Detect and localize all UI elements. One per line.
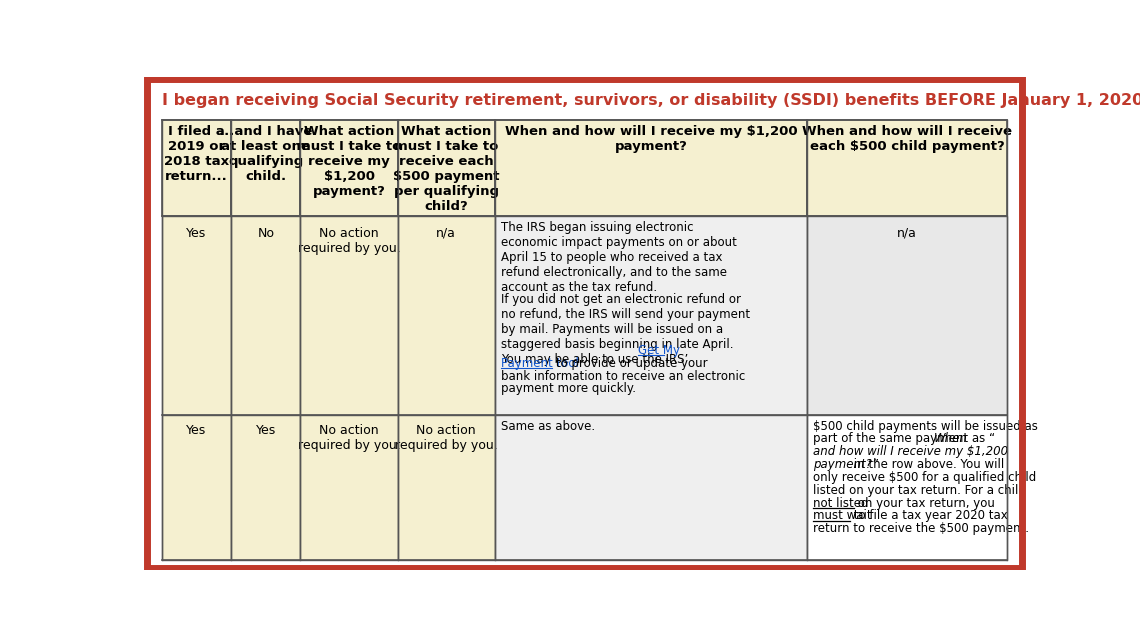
- Text: payment?”: payment?”: [813, 458, 878, 471]
- Bar: [398, 121, 495, 216]
- Text: Yes: Yes: [255, 424, 276, 437]
- Bar: [807, 121, 1007, 216]
- Bar: [495, 121, 807, 216]
- Bar: [398, 216, 495, 415]
- Bar: [301, 121, 398, 216]
- Bar: [301, 415, 398, 560]
- Text: If you did not get an electronic refund or
no refund, the IRS will send your pay: If you did not get an electronic refund …: [500, 293, 750, 365]
- Text: When: When: [935, 433, 968, 445]
- Bar: [162, 216, 231, 415]
- Text: ...and I have
at least one
qualifying
child.: ...and I have at least one qualifying ch…: [219, 125, 312, 183]
- Text: only receive $500 for a qualified child: only receive $500 for a qualified child: [813, 471, 1036, 484]
- Text: No: No: [258, 227, 275, 240]
- Text: n/a: n/a: [897, 227, 917, 240]
- Bar: [162, 121, 231, 216]
- Text: n/a: n/a: [437, 227, 456, 240]
- Bar: [231, 415, 301, 560]
- Text: to provide or update your: to provide or update your: [552, 357, 708, 370]
- Bar: [495, 415, 807, 560]
- Text: Payment tool: Payment tool: [500, 357, 579, 370]
- Text: not listed: not listed: [813, 497, 868, 510]
- Text: on your tax return, you: on your tax return, you: [855, 497, 995, 510]
- Bar: [231, 216, 301, 415]
- Text: I began receiving Social Security retirement, survivors, or disability (SSDI) be: I began receiving Social Security retire…: [162, 93, 1140, 108]
- Text: When and how will I receive my $1,200
payment?: When and how will I receive my $1,200 pa…: [505, 125, 797, 153]
- Text: No action
required by you.: No action required by you.: [394, 424, 497, 451]
- Text: must wait: must wait: [813, 510, 871, 522]
- Text: I filed a
2019 or
2018 tax
return...: I filed a 2019 or 2018 tax return...: [164, 125, 229, 183]
- Text: in the row above. You will: in the row above. You will: [850, 458, 1004, 471]
- Bar: [162, 415, 231, 560]
- Text: payment more quickly.: payment more quickly.: [500, 383, 636, 395]
- Text: What action
must I take to
receive each
$500 payment
per qualifying
child?: What action must I take to receive each …: [393, 125, 499, 213]
- Text: listed on your tax return. For a child: listed on your tax return. For a child: [813, 484, 1025, 497]
- Text: and how will I receive my $1,200: and how will I receive my $1,200: [813, 445, 1008, 458]
- Text: Yes: Yes: [187, 424, 206, 437]
- Bar: [398, 415, 495, 560]
- Text: Get My: Get My: [638, 344, 681, 357]
- Bar: [807, 415, 1007, 560]
- Text: What action
must I take to
receive my
$1,200
payment?: What action must I take to receive my $1…: [296, 125, 401, 198]
- Text: Same as above.: Same as above.: [500, 420, 595, 433]
- Text: The IRS began issuing electronic
economic impact payments on or about
April 15 t: The IRS began issuing electronic economi…: [500, 221, 736, 294]
- Bar: [495, 216, 807, 415]
- Text: No action
required by you.: No action required by you.: [298, 424, 400, 451]
- Text: to file a tax year 2020 tax: to file a tax year 2020 tax: [850, 510, 1008, 522]
- Bar: [301, 216, 398, 415]
- Bar: [231, 121, 301, 216]
- Text: part of the same payment as “: part of the same payment as “: [813, 433, 995, 445]
- Text: bank information to receive an electronic: bank information to receive an electroni…: [500, 370, 746, 383]
- Text: No action
required by you.: No action required by you.: [298, 227, 400, 255]
- Bar: [807, 216, 1007, 415]
- Text: return to receive the $500 payment.: return to receive the $500 payment.: [813, 522, 1028, 535]
- Text: When and how will I receive
each $500 child payment?: When and how will I receive each $500 ch…: [801, 125, 1012, 153]
- Text: Yes: Yes: [187, 227, 206, 240]
- Text: $500 child payments will be issued as: $500 child payments will be issued as: [813, 420, 1037, 433]
